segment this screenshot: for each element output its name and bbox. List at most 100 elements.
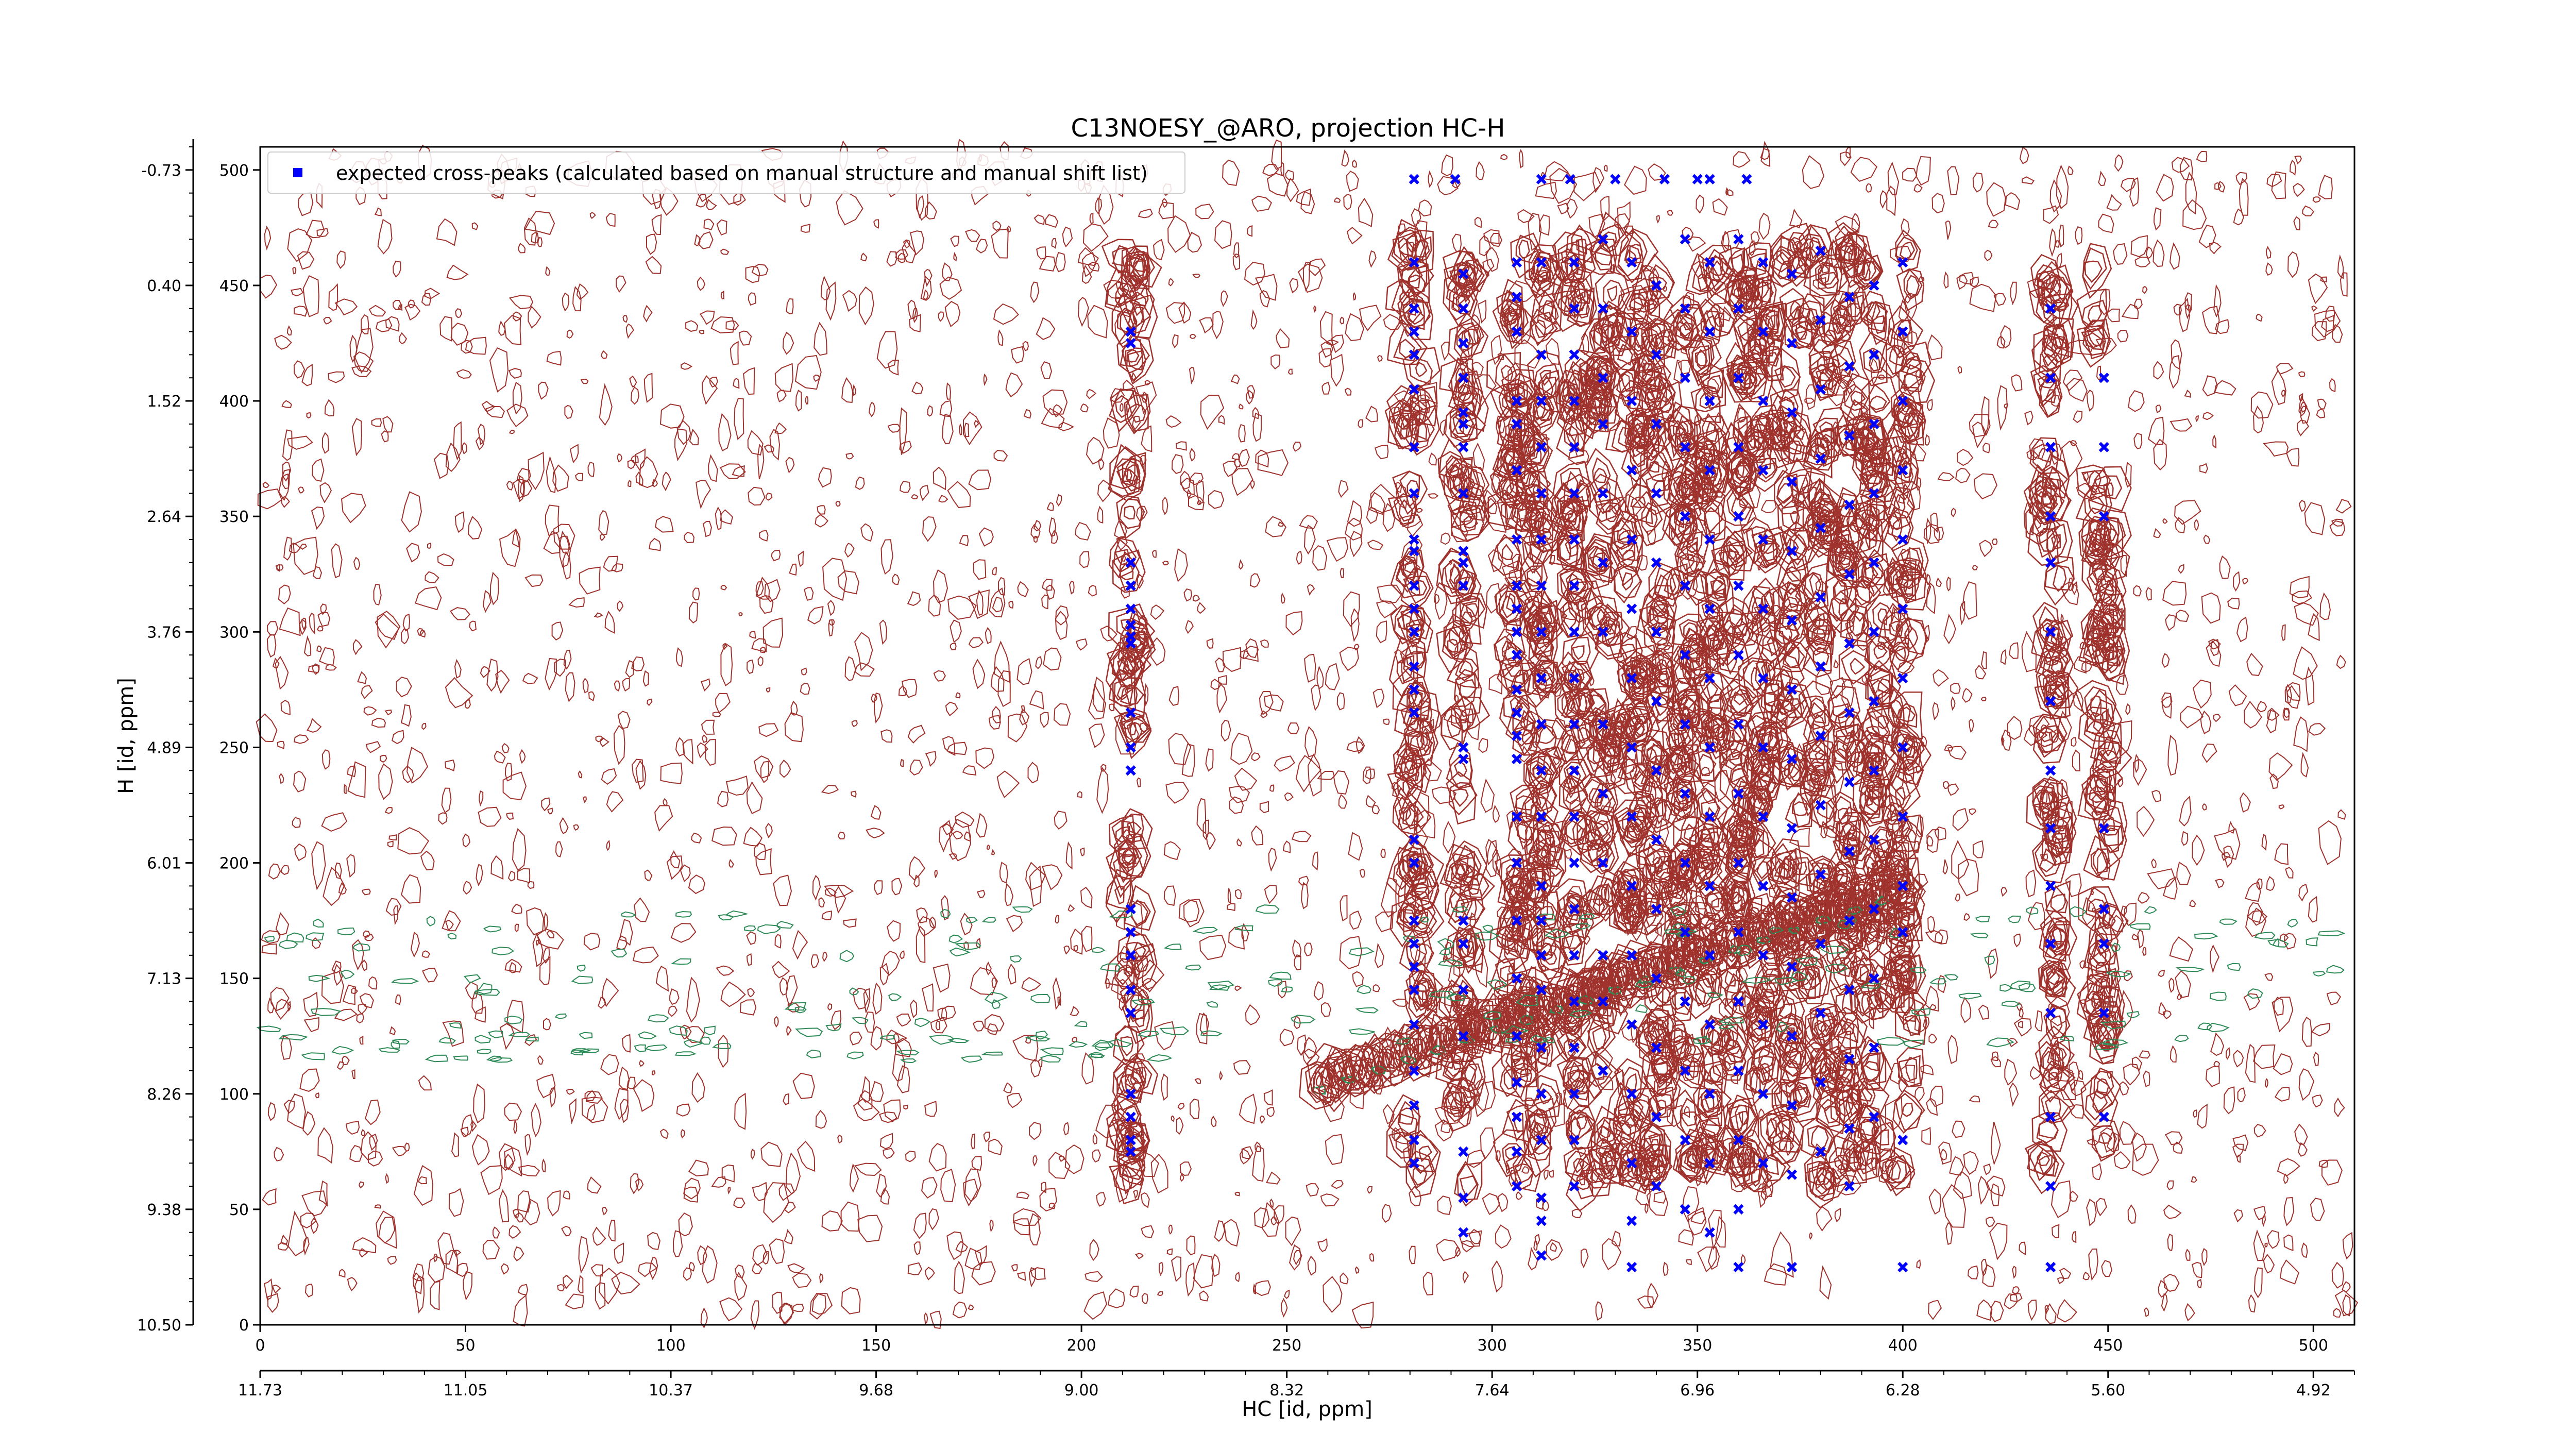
contour-line xyxy=(283,536,293,561)
contour-line xyxy=(1741,788,1773,831)
contour-line xyxy=(628,480,632,487)
contour-line xyxy=(1008,601,1014,609)
contour-line xyxy=(512,528,521,548)
contour-line xyxy=(2202,803,2207,811)
contour-line xyxy=(2022,176,2035,184)
contour-line xyxy=(1819,1063,1831,1083)
contour-line xyxy=(955,692,961,699)
contour-line xyxy=(2214,828,2241,860)
contour-line xyxy=(2007,1038,2018,1048)
contour-line xyxy=(524,574,544,587)
contour-line xyxy=(2256,313,2263,322)
contour-line xyxy=(1012,1208,1042,1226)
contour-line xyxy=(1116,1121,1150,1160)
contour-line xyxy=(720,643,733,686)
contour-line xyxy=(1405,936,1428,970)
contour-line xyxy=(976,889,986,899)
contour-line xyxy=(1629,423,1656,448)
contour-line xyxy=(292,817,301,828)
contour-line xyxy=(860,523,874,542)
contour-line xyxy=(1371,804,1380,815)
contour-line xyxy=(1780,365,1796,388)
contour-line xyxy=(913,1212,927,1239)
contour-line xyxy=(1055,611,1068,641)
contour-line xyxy=(1304,942,1313,956)
contour-line xyxy=(1503,300,1536,350)
contour-line xyxy=(1573,1158,1584,1173)
contour-line xyxy=(2070,1080,2087,1097)
contour-line xyxy=(1565,787,1580,805)
contour-line xyxy=(1530,311,1554,346)
contour-line xyxy=(1011,346,1025,364)
contour-line xyxy=(1124,349,1140,363)
contour-line xyxy=(1029,1122,1042,1140)
contour-line xyxy=(725,776,749,796)
contour-line xyxy=(1745,753,1761,772)
contour-line xyxy=(899,950,905,959)
contour-line xyxy=(681,362,693,370)
contour-line xyxy=(1972,422,1987,449)
contour-line xyxy=(1646,797,1681,833)
contour-line xyxy=(1120,1073,1137,1094)
contour-line xyxy=(1535,181,1557,199)
contour-line xyxy=(2145,587,2152,601)
contour-line xyxy=(1561,691,1576,716)
contour-line xyxy=(1437,176,1459,195)
contour-line xyxy=(287,1001,291,1012)
contour-line xyxy=(1295,755,1322,793)
contour-line xyxy=(600,1054,619,1075)
contour-line xyxy=(643,373,653,403)
contour-line xyxy=(2132,1143,2159,1176)
contour-line xyxy=(1538,376,1557,400)
contour-line xyxy=(1241,922,1249,942)
contour-line xyxy=(1652,678,1669,695)
contour-line xyxy=(1461,1240,1475,1253)
contour-line xyxy=(1012,1035,1039,1062)
contour-line xyxy=(880,729,893,743)
contour-line xyxy=(992,220,1002,231)
contour-line xyxy=(1529,746,1565,787)
contour-line xyxy=(2161,696,2172,719)
contour-line xyxy=(1419,382,1438,405)
contour-line xyxy=(1124,469,1138,486)
contour-line xyxy=(819,1273,824,1284)
contour-line xyxy=(635,471,643,486)
contour-line xyxy=(1304,726,1317,757)
contour-line xyxy=(1080,847,1085,856)
contour-line xyxy=(1252,1145,1265,1182)
contour-line xyxy=(1570,690,1592,718)
contour-line xyxy=(1747,248,1767,277)
contour-line xyxy=(813,374,821,382)
contour-line xyxy=(301,363,313,386)
contour-line xyxy=(1238,559,1244,570)
contour-line xyxy=(1504,449,1514,476)
contour-line xyxy=(1757,774,1776,794)
contour-line xyxy=(1588,546,1612,572)
contour-line xyxy=(1409,358,1433,385)
contour-line xyxy=(1749,794,1763,816)
contour-line xyxy=(2035,1010,2043,1032)
contour-line xyxy=(2214,182,2222,190)
contour-line xyxy=(921,1177,938,1199)
contour-line xyxy=(1723,1027,1734,1048)
contour-line xyxy=(1930,512,1938,533)
contour-line xyxy=(683,1267,692,1281)
contour-line xyxy=(1202,819,1209,840)
contour-line xyxy=(1947,1035,1958,1065)
contour-line xyxy=(1121,457,1146,491)
contour-line xyxy=(277,1242,289,1251)
contour-line xyxy=(773,874,792,906)
contour-line xyxy=(354,328,374,374)
contour-line xyxy=(1576,596,1588,612)
contour-line xyxy=(2321,1159,2343,1186)
contour-line xyxy=(1121,808,1153,850)
contour-line xyxy=(505,812,514,820)
contour-line xyxy=(990,666,1005,692)
contour-line xyxy=(617,600,624,612)
contour-line xyxy=(1043,647,1062,671)
contour-line xyxy=(1600,1118,1612,1139)
contour-line xyxy=(2243,993,2260,1011)
contour-line xyxy=(590,1264,603,1277)
contour-line xyxy=(1384,1026,1392,1046)
contour-line xyxy=(1206,832,1216,850)
